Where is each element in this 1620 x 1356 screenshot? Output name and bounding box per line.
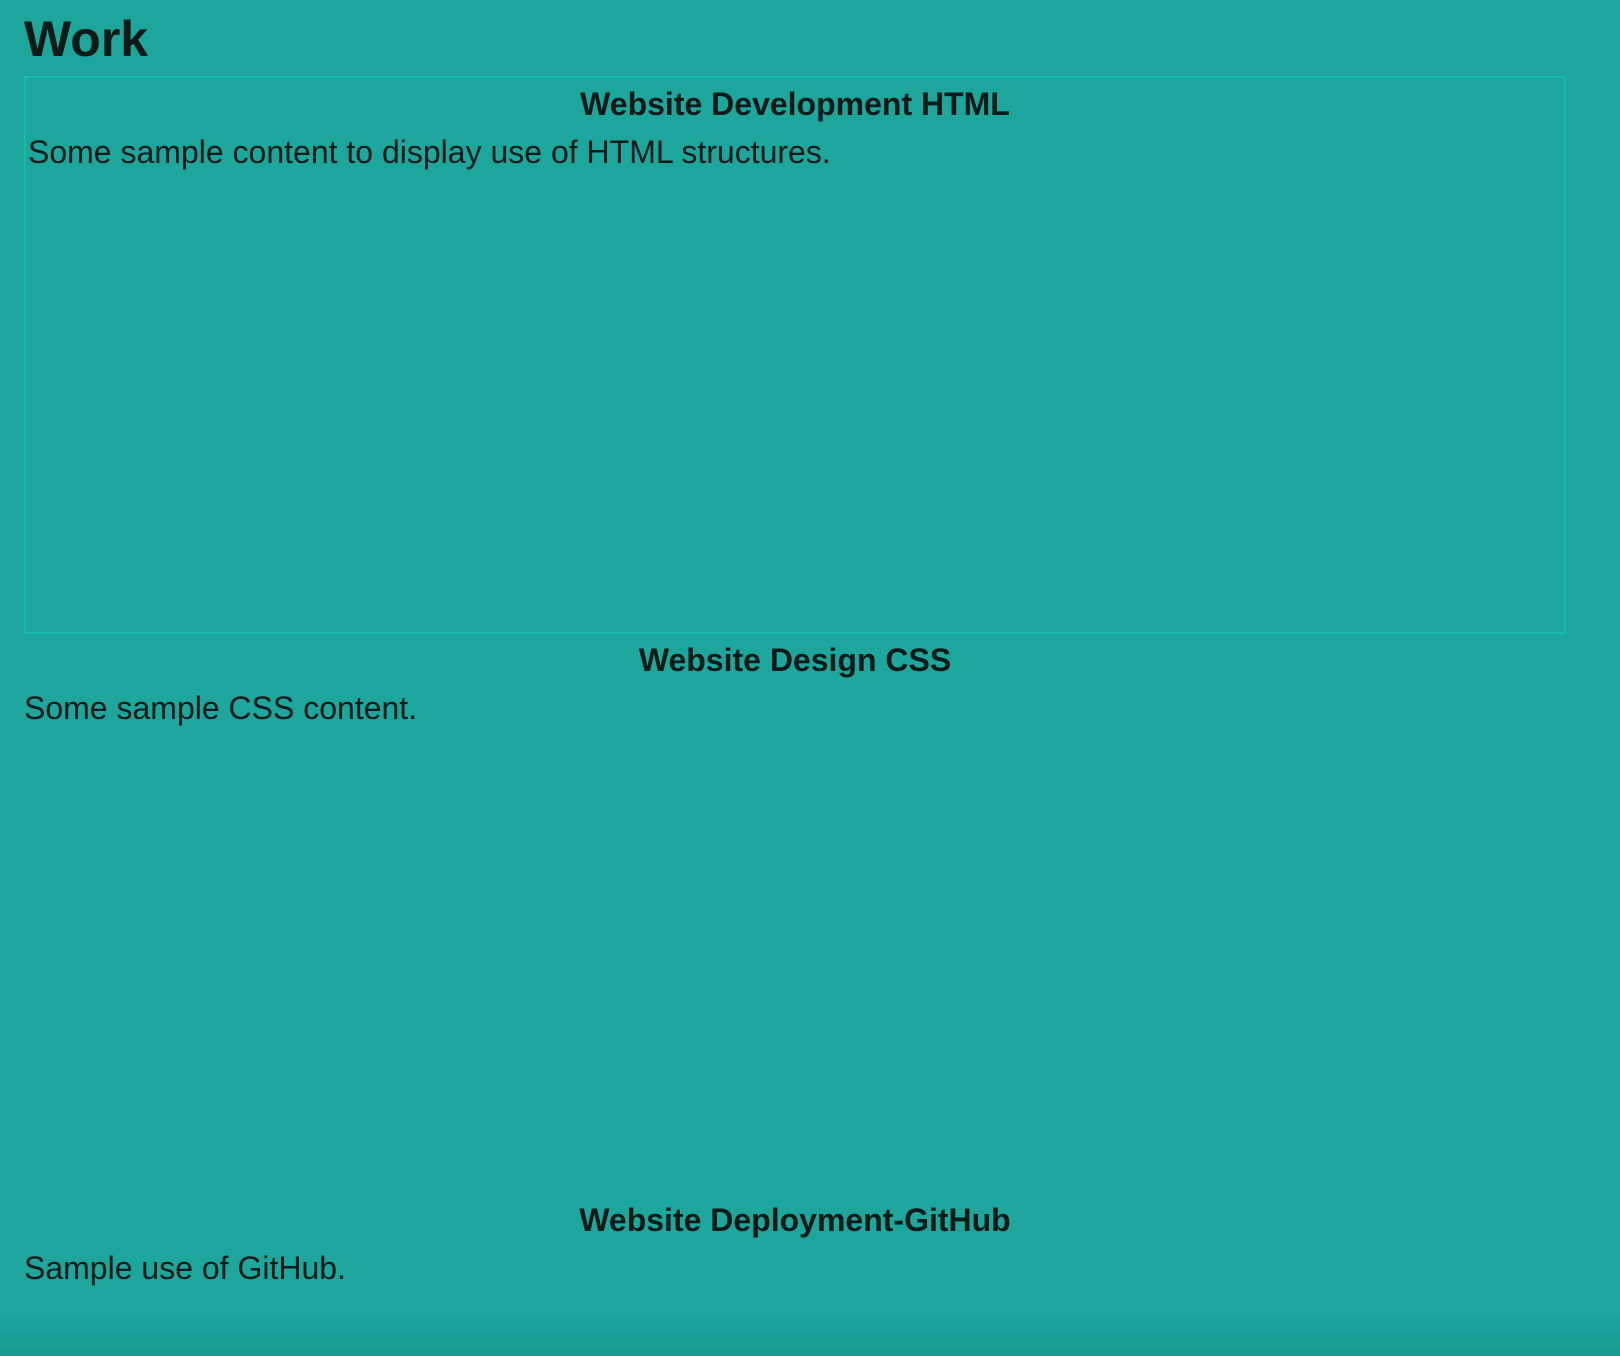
section-heading: Website Development HTML bbox=[580, 86, 1010, 122]
work-section-css: Website Design CSS Some sample CSS conte… bbox=[24, 638, 1566, 1194]
section-heading: Website Design CSS bbox=[638, 642, 952, 678]
work-section-html: Website Development HTML Some sample con… bbox=[24, 76, 1566, 634]
page-title: Work bbox=[24, 11, 149, 67]
section-heading: Website Deployment-GitHub bbox=[579, 1202, 1011, 1238]
section-text: Some sample CSS content. bbox=[24, 690, 418, 726]
section-text: Some sample content to display use of HT… bbox=[28, 134, 831, 170]
section-text: Sample use of GitHub. bbox=[24, 1250, 346, 1286]
work-section-github: Website Deployment-GitHub Sample use of … bbox=[24, 1198, 1566, 1298]
page-bottom-band bbox=[0, 1312, 1620, 1356]
